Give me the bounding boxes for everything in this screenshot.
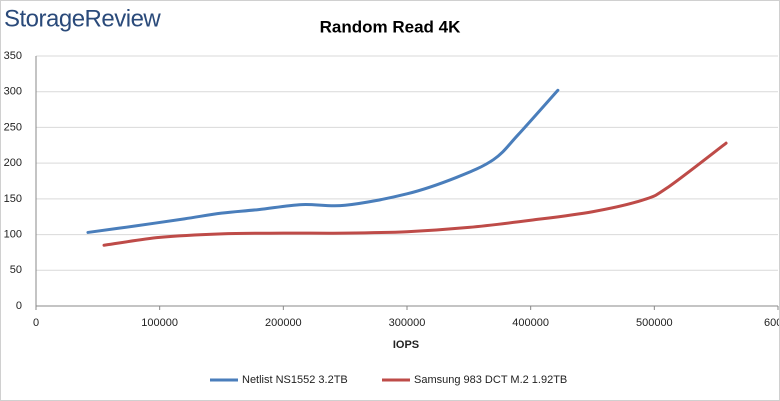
legend-label: Samsung 983 DCT M.2 1.92TB: [414, 374, 567, 386]
chart-title: Random Read 4K: [320, 17, 461, 36]
x-tick-label: 600: [764, 317, 780, 329]
y-tick-label: 300: [4, 86, 22, 98]
x-tick-label: 400000: [512, 317, 549, 329]
x-tick-label: 200000: [265, 317, 302, 329]
x-tick-label: 500000: [636, 317, 673, 329]
y-tick-label: 50: [10, 264, 22, 276]
y-tick-label: 350: [4, 50, 22, 62]
x-axis-label: IOPS: [393, 339, 419, 351]
y-tick-label: 0: [16, 300, 22, 312]
legend-label: Netlist NS1552 3.2TB: [242, 374, 348, 386]
y-tick-label: 150: [4, 193, 22, 205]
x-tick-label: 300000: [389, 317, 426, 329]
series-line: [102, 141, 728, 247]
y-tick-label: 200: [4, 157, 22, 169]
logo: StorageReview: [4, 5, 161, 32]
x-tick-label: 0: [33, 317, 39, 329]
series-line: [86, 88, 560, 234]
y-tick-label: 250: [4, 121, 22, 133]
x-tick-label: 100000: [141, 317, 178, 329]
y-tick-label: 100: [4, 228, 22, 240]
